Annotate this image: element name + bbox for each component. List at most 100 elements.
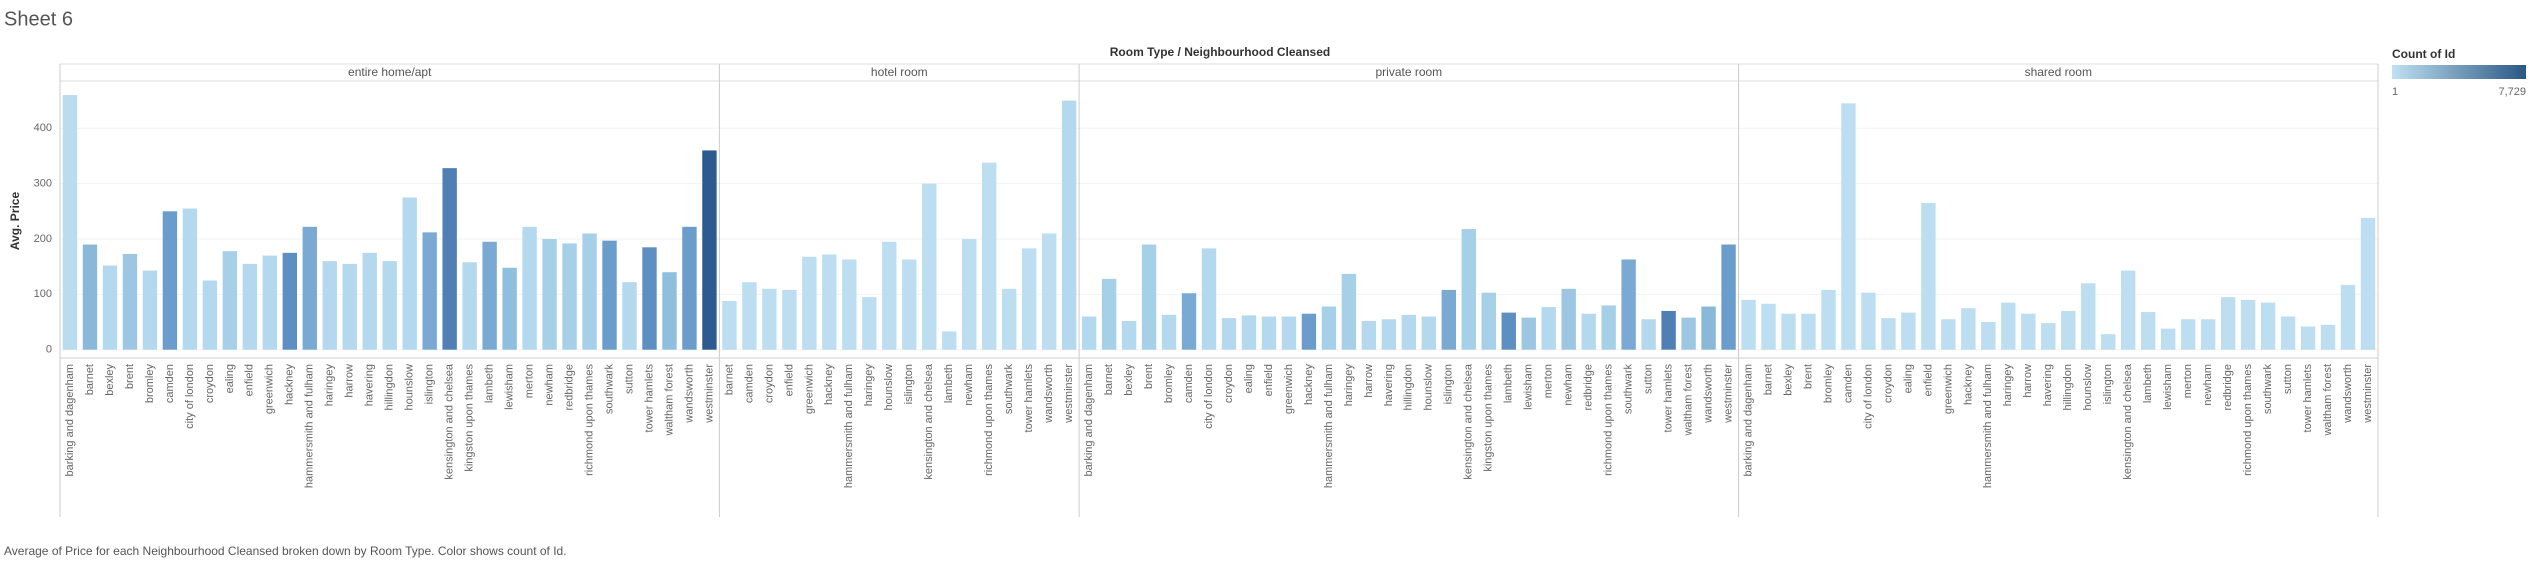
bar xyxy=(962,238,977,350)
bar xyxy=(1021,248,1037,350)
x-tick-label: city of london xyxy=(1203,364,1215,429)
x-tick-label: westminster xyxy=(2362,364,2374,424)
bar xyxy=(2260,302,2276,350)
x-tick-label: hounslow xyxy=(2082,364,2094,411)
x-tick-label: merton xyxy=(524,364,536,398)
x-tick-label: westminster xyxy=(1722,364,1734,424)
bar xyxy=(2141,312,2156,350)
bar xyxy=(722,300,737,350)
x-tick-label: islington xyxy=(903,364,915,404)
bar xyxy=(762,288,777,350)
bar xyxy=(62,95,78,350)
y-tick-label: 300 xyxy=(34,178,52,190)
x-tick-label: southwark xyxy=(2262,364,2274,415)
bar xyxy=(342,263,357,350)
bar xyxy=(582,233,597,350)
bar xyxy=(1941,319,1956,350)
x-tick-label: hammersmith and fulham xyxy=(304,364,316,488)
bar xyxy=(602,240,617,350)
bar xyxy=(1161,314,1177,350)
sheet-title: Sheet 6 xyxy=(4,8,73,30)
bar xyxy=(562,243,577,350)
bar xyxy=(942,331,957,350)
y-tick-label: 200 xyxy=(34,233,52,245)
bar xyxy=(782,289,797,350)
x-tick-label: richmond upon thames xyxy=(2242,364,2254,476)
bar xyxy=(2320,324,2336,350)
x-tick-label: kingston upon thames xyxy=(464,364,476,472)
x-tick-label: ealing xyxy=(1243,364,1255,393)
x-tick-label: barnet xyxy=(1762,364,1774,395)
x-tick-label: richmond upon thames xyxy=(1603,364,1615,476)
x-tick-label: wandsworth xyxy=(2342,364,2354,424)
bar xyxy=(2021,313,2036,350)
bar xyxy=(1961,308,1976,350)
bar xyxy=(2121,270,2136,350)
x-tick-label: enfield xyxy=(783,364,795,396)
bar xyxy=(622,282,637,350)
x-tick-label: bromley xyxy=(1822,364,1834,404)
bar xyxy=(702,150,717,350)
bar xyxy=(1481,292,1496,350)
x-tick-label: hillingdon xyxy=(1403,364,1415,410)
bar xyxy=(2200,319,2216,350)
x-tick-label: islington xyxy=(424,364,436,404)
bar xyxy=(542,238,557,350)
x-tick-label: southwark xyxy=(603,364,615,415)
x-tick-label: bromley xyxy=(144,364,156,404)
x-tick-label: richmond upon thames xyxy=(983,364,995,476)
bar xyxy=(1621,259,1636,350)
x-tick-label: redbridge xyxy=(2222,364,2234,410)
bar xyxy=(2081,283,2096,350)
bar xyxy=(1721,244,1736,350)
x-tick-label: newham xyxy=(2202,364,2214,406)
x-tick-label: tower hamlets xyxy=(643,364,655,433)
x-tick-label: wandsworth xyxy=(1702,364,1714,424)
bar xyxy=(1181,293,1197,350)
bar xyxy=(162,211,178,350)
x-tick-label: newham xyxy=(543,364,555,406)
x-tick-label: ealing xyxy=(1902,364,1914,393)
x-tick-label: greenwich xyxy=(1942,364,1954,414)
bar xyxy=(822,254,837,350)
bar xyxy=(1981,322,1996,350)
x-tick-label: hounslow xyxy=(883,364,895,411)
x-tick-label: brent xyxy=(124,364,136,389)
x-tick-label: redbridge xyxy=(1583,364,1595,410)
legend-max: 7,729 xyxy=(2498,86,2526,98)
x-tick-label: waltham forest xyxy=(663,364,675,437)
x-tick-label: barnet xyxy=(723,364,735,395)
bar xyxy=(202,280,218,350)
bar xyxy=(2041,323,2056,350)
x-tick-label: brent xyxy=(1143,364,1155,389)
bar xyxy=(1001,288,1017,350)
panel-header: hotel room xyxy=(871,65,928,79)
x-tick-label: barking and dagenham xyxy=(1742,364,1754,477)
bar xyxy=(122,253,138,350)
bar xyxy=(742,282,757,350)
x-tick-label: kingston upon thames xyxy=(1483,364,1495,472)
bar xyxy=(382,261,397,350)
x-tick-label: haringey xyxy=(863,364,875,407)
x-tick-label: newham xyxy=(963,364,975,406)
bar xyxy=(1641,319,1656,350)
bar xyxy=(2061,310,2076,350)
x-tick-label: camden xyxy=(1842,364,1854,403)
x-tick-label: croydon xyxy=(1882,364,1894,403)
x-tick-label: enfield xyxy=(1922,364,1934,396)
x-tick-label: barking and dagenham xyxy=(64,364,76,477)
bar xyxy=(1261,316,1277,350)
bar xyxy=(2340,284,2356,350)
x-tick-label: havering xyxy=(1383,364,1395,406)
x-tick-label: southwark xyxy=(1623,364,1635,415)
bar xyxy=(642,247,657,350)
bar xyxy=(1821,289,1836,350)
legend-min: 1 xyxy=(2392,86,2398,98)
x-tick-label: hackney xyxy=(823,364,835,405)
x-tick-label: harrow xyxy=(2022,364,2034,398)
x-tick-label: barnet xyxy=(1103,364,1115,395)
x-tick-label: bexley xyxy=(1782,364,1794,396)
x-tick-label: hackney xyxy=(1962,364,1974,405)
bar xyxy=(2240,299,2256,350)
